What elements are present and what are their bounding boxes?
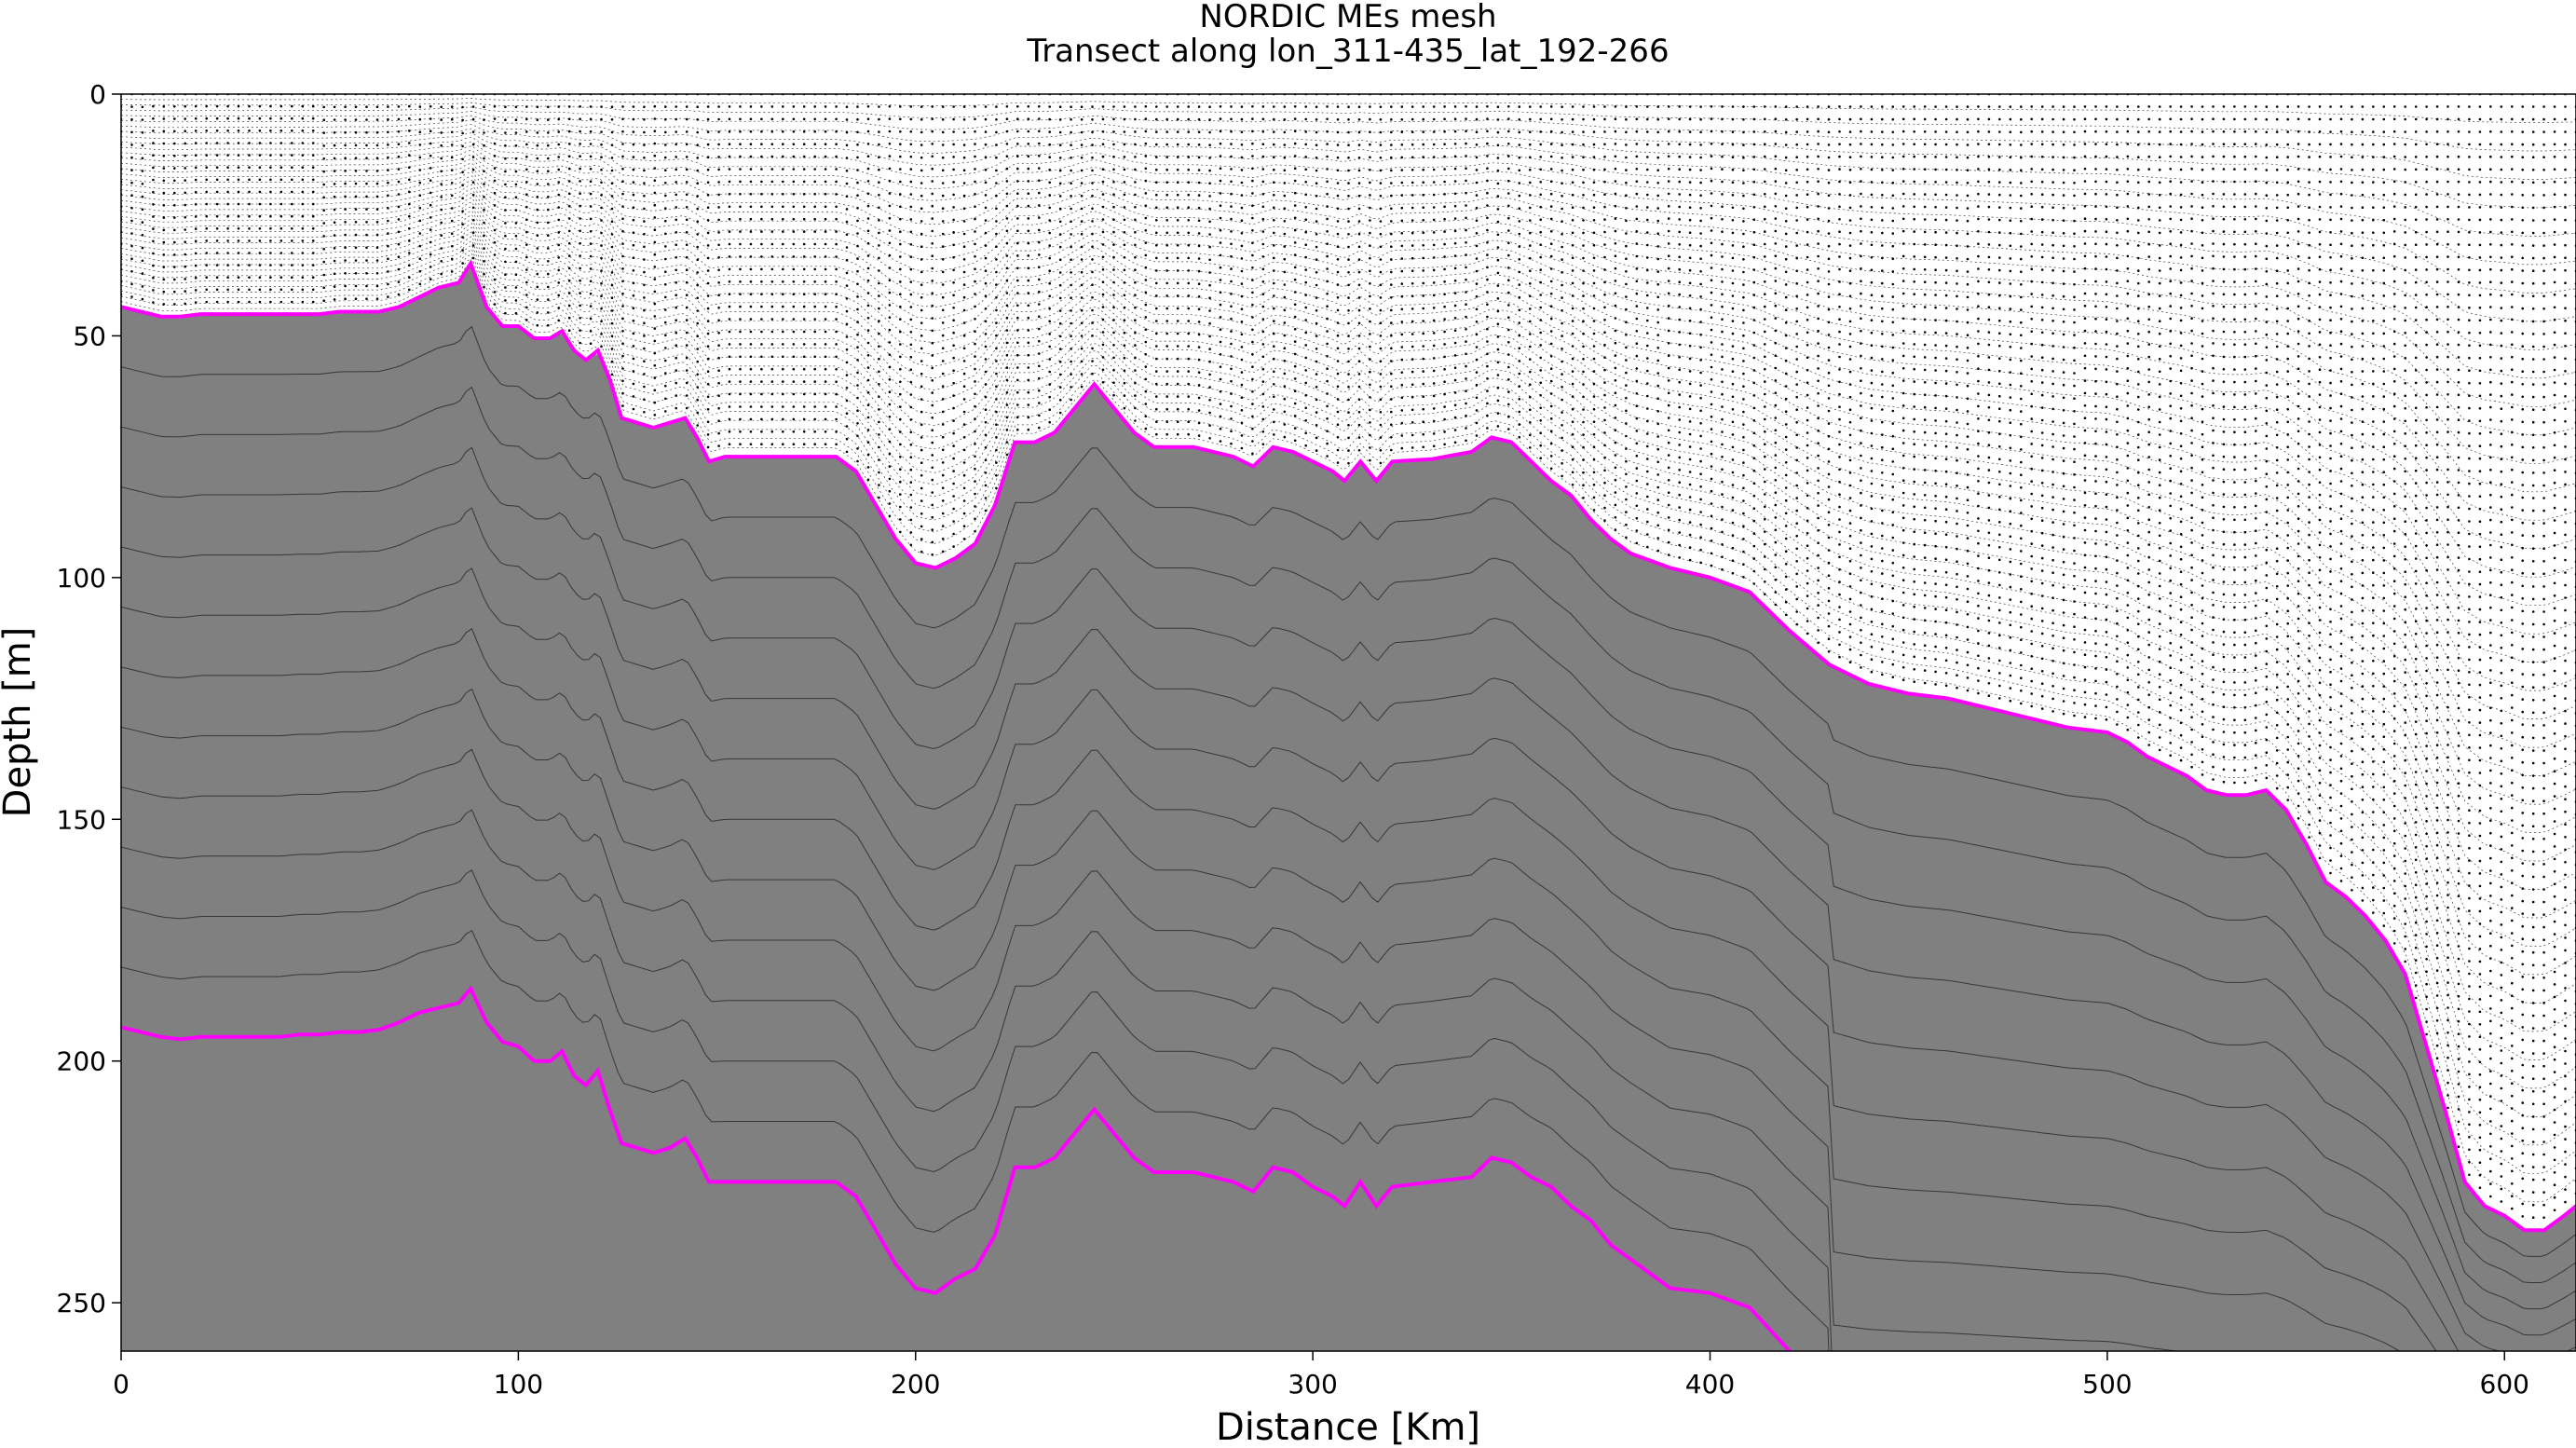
mesh-level-line (121, 446, 2576, 1310)
x-tick-label: 400 (1685, 1369, 1735, 1400)
y-tick-label: 50 (73, 321, 106, 351)
x-tick-label: 600 (2480, 1369, 2529, 1400)
mesh-level-line (121, 214, 2576, 890)
mesh-level-line (121, 261, 2576, 1203)
mesh-level-line (121, 809, 2181, 1351)
mesh-level-line (121, 688, 2437, 1351)
mesh-level-line (121, 325, 2576, 1257)
x-tick-label: 300 (1288, 1369, 1337, 1400)
mesh-level-line (121, 115, 2576, 237)
y-tick-label: 0 (89, 79, 106, 110)
mesh-level-line (121, 218, 2576, 919)
plot-frame (120, 93, 2576, 1352)
mesh-level-line (121, 149, 2576, 464)
mesh-level-line (121, 257, 2576, 1174)
mesh-level-line (121, 124, 2576, 294)
mesh-level-line (121, 106, 2576, 180)
x-tick-label: 200 (891, 1369, 940, 1400)
y-tick-label: 150 (57, 804, 106, 835)
mesh-level-line (121, 231, 2576, 1004)
mesh-level-line (121, 239, 2576, 1060)
mesh-level-line (121, 869, 1833, 1351)
mesh-level-line (121, 201, 2576, 805)
mesh-level-line (121, 154, 2576, 493)
mesh-level-line (121, 145, 2576, 436)
mesh-level-line (121, 188, 2576, 719)
mesh-level-line (121, 111, 2576, 209)
mesh-level-line (121, 226, 2576, 976)
mesh-level-line (121, 132, 2576, 350)
y-axis-label: Depth [m] (0, 627, 39, 818)
mesh-level-line (121, 253, 2576, 1146)
y-axis-ticks: 0 50 100 150 200 250 (57, 79, 121, 1318)
mesh-level-line (121, 136, 2576, 379)
mesh-level-line (121, 175, 2576, 635)
mesh-level-line (121, 141, 2576, 407)
x-tick-label: 500 (2082, 1369, 2132, 1400)
mesh-level-line (121, 748, 2401, 1351)
mesh-level-line (121, 157, 2576, 521)
plot-area (121, 94, 2576, 1351)
x-tick-label: 100 (494, 1369, 543, 1400)
mesh-level-line (121, 192, 2576, 748)
y-tick-label: 250 (57, 1288, 106, 1318)
mesh-level-line (121, 627, 2460, 1351)
mesh-level-line (121, 167, 2576, 578)
mesh-grid-points (121, 94, 2576, 1232)
mesh-level-line (121, 102, 2576, 152)
mesh-level-line (121, 210, 2576, 862)
mesh-level-line (121, 386, 2576, 1283)
envelope-line-lower (121, 985, 1792, 1351)
x-axis-ticks: 0 100 200 300 400 500 600 (113, 1351, 2529, 1400)
y-tick-label: 200 (57, 1046, 106, 1077)
x-axis-label: Distance [Km] (1216, 1406, 1480, 1448)
chart-subtitle: Transect along lon_311-435_lat_192-266 (1026, 33, 1669, 70)
envelope-line-upper (121, 259, 2576, 1233)
y-tick-label: 100 (57, 563, 106, 594)
mesh-level-line (121, 236, 2576, 1032)
seabed-fill (121, 266, 2576, 1351)
mesh-level-line (121, 119, 2576, 266)
mesh-level-line (121, 507, 2576, 1336)
x-tick-label: 0 (113, 1369, 129, 1400)
mesh-level-line (121, 567, 2576, 1351)
mesh-levels-below (121, 325, 2576, 1351)
mesh-level-line (121, 98, 2576, 123)
mesh-level-line (121, 244, 2576, 1089)
mesh-level-line (121, 223, 2576, 947)
chart-title: NORDIC MEs mesh (1199, 0, 1496, 35)
mesh-level-line (121, 929, 1830, 1351)
